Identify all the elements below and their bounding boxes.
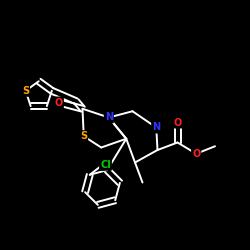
- Text: O: O: [54, 98, 63, 108]
- Text: O: O: [192, 149, 200, 159]
- Text: Cl: Cl: [100, 160, 111, 170]
- Text: Cl: Cl: [100, 160, 111, 170]
- Text: N: N: [105, 112, 113, 122]
- Text: S: S: [22, 86, 29, 96]
- Text: O: O: [174, 118, 182, 128]
- Text: S: S: [80, 131, 87, 141]
- Text: N: N: [152, 122, 160, 132]
- Text: O: O: [54, 98, 63, 108]
- Text: O: O: [174, 118, 182, 128]
- Text: S: S: [80, 131, 87, 141]
- Text: O: O: [192, 149, 200, 159]
- Text: S: S: [22, 86, 29, 96]
- Text: N: N: [105, 112, 113, 122]
- Text: N: N: [152, 122, 160, 132]
